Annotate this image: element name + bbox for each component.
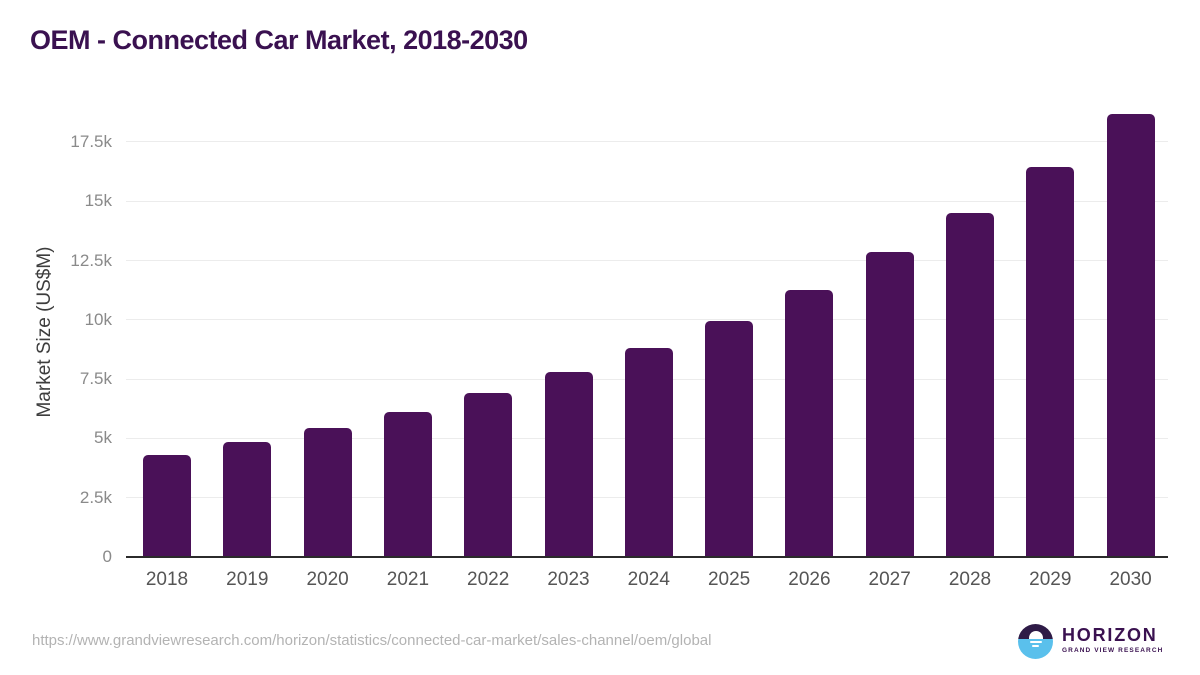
bar bbox=[303, 427, 352, 557]
y-tick-label: 10k bbox=[84, 309, 112, 329]
horizon-logo-icon bbox=[1018, 624, 1053, 659]
y-tick-label: 7.5k bbox=[79, 369, 112, 389]
logo-sun-icon bbox=[1028, 630, 1043, 639]
x-tick-label: 2021 bbox=[386, 569, 430, 590]
logo-sea-half bbox=[1018, 638, 1053, 659]
y-tick-label: 12.5k bbox=[70, 250, 112, 270]
x-tick-label: 2023 bbox=[547, 569, 590, 590]
x-tick-label: 2020 bbox=[306, 569, 349, 590]
x-tick-label: 2027 bbox=[868, 569, 911, 590]
x-tick-label: 2024 bbox=[627, 569, 670, 590]
bar bbox=[544, 372, 593, 557]
x-axis-line bbox=[126, 556, 1168, 558]
logo-reflection-line-2 bbox=[1032, 644, 1039, 647]
x-tick-label: 2022 bbox=[467, 569, 510, 590]
y-tick-label: 0 bbox=[102, 547, 112, 566]
bar bbox=[464, 393, 513, 557]
logo-brand: HORIZON bbox=[1062, 625, 1158, 645]
gridline bbox=[126, 141, 1168, 143]
bar bbox=[946, 213, 994, 557]
y-tick-label: 15k bbox=[84, 191, 112, 211]
x-tick-label: 2026 bbox=[788, 569, 831, 590]
logo-subbrand: GRAND VIEW RESEARCH bbox=[1062, 647, 1164, 654]
chart-title: OEM - Connected Car Market, 2018-2030 bbox=[30, 25, 528, 55]
gridline bbox=[126, 200, 1168, 202]
x-tick-label: 2028 bbox=[948, 569, 992, 590]
source-url: https://www.grandviewresearch.com/horizo… bbox=[32, 632, 712, 649]
logo-reflection-line-1 bbox=[1029, 640, 1042, 643]
horizon-logo: HORIZON GRAND VIEW RESEARCH bbox=[1018, 624, 1178, 660]
x-tick-label: 2019 bbox=[226, 569, 269, 590]
bar bbox=[143, 455, 191, 557]
gridline bbox=[126, 319, 1168, 321]
x-tick-label: 2025 bbox=[707, 569, 751, 590]
bar bbox=[1106, 113, 1155, 557]
bar bbox=[865, 252, 914, 557]
bar bbox=[705, 320, 754, 557]
bar bbox=[223, 441, 272, 557]
y-tick-label: 5k bbox=[94, 428, 112, 448]
y-tick-label: 17.5k bbox=[70, 131, 112, 151]
x-tick-label: 2018 bbox=[145, 569, 189, 590]
logo-text: HORIZON GRAND VIEW RESEARCH bbox=[1062, 626, 1163, 654]
x-tick-label: 2029 bbox=[1029, 569, 1072, 590]
y-tick-label: 2.5k bbox=[79, 487, 112, 507]
bar bbox=[624, 348, 673, 557]
bar bbox=[1026, 166, 1075, 557]
x-tick-label: 2030 bbox=[1109, 569, 1152, 590]
bar bbox=[785, 290, 834, 557]
gridline bbox=[126, 260, 1168, 262]
bar bbox=[383, 412, 432, 557]
